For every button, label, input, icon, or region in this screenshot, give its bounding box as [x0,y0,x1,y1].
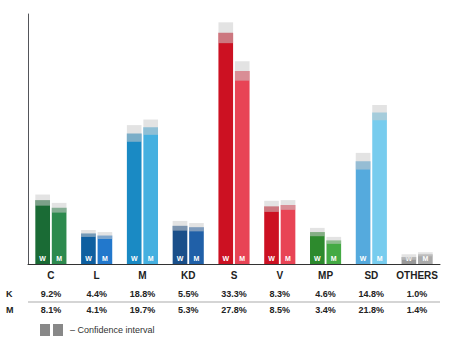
svg-text:8.3%: 8.3% [270,289,291,299]
svg-text:W: W [85,255,92,262]
svg-text:19.7%: 19.7% [130,305,156,315]
svg-text:L: L [94,270,100,281]
svg-text:M: M [422,255,429,262]
svg-text:4.6%: 4.6% [315,289,336,299]
svg-text:M: M [102,255,108,262]
svg-text:4.1%: 4.1% [86,305,107,315]
svg-text:5.5%: 5.5% [178,289,199,299]
svg-text:21.8%: 21.8% [359,305,385,315]
svg-text:8.1%: 8.1% [41,305,62,315]
svg-text:W: W [177,255,184,262]
svg-text:4.4%: 4.4% [86,289,107,299]
svg-text:18.8%: 18.8% [130,289,156,299]
svg-text:3.4%: 3.4% [315,305,336,315]
svg-text:M: M [285,255,291,262]
svg-text:KD: KD [181,270,195,281]
svg-text:33.3%: 33.3% [221,289,247,299]
svg-text:M: M [194,255,200,262]
svg-text:W: W [314,255,321,262]
svg-text:M: M [56,255,62,262]
svg-text:M: M [6,305,14,315]
svg-text:14.8%: 14.8% [359,289,385,299]
svg-text:M: M [138,270,146,281]
svg-text:K: K [6,289,13,299]
svg-text:M: M [239,255,245,262]
svg-text:S: S [231,270,238,281]
svg-text:1.4%: 1.4% [407,305,428,315]
svg-text:MP: MP [318,270,333,281]
svg-text:5.3%: 5.3% [178,305,199,315]
svg-text:8.5%: 8.5% [270,305,291,315]
svg-text:1.0%: 1.0% [407,289,428,299]
svg-text:M: M [377,255,383,262]
svg-text:V: V [276,270,283,281]
svg-text:W: W [360,255,367,262]
svg-text:SD: SD [364,270,378,281]
svg-text:W: W [268,255,275,262]
svg-text:M: M [148,255,154,262]
svg-text:27.8%: 27.8% [221,305,247,315]
svg-text:9.2%: 9.2% [41,289,62,299]
svg-text:OTHERS: OTHERS [396,270,438,281]
svg-text:W: W [39,255,46,262]
svg-text:– Confidence interval: – Confidence interval [70,325,155,335]
svg-text:M: M [331,255,337,262]
svg-text:W: W [222,255,229,262]
svg-text:W: W [131,255,138,262]
svg-text:C: C [47,270,54,281]
